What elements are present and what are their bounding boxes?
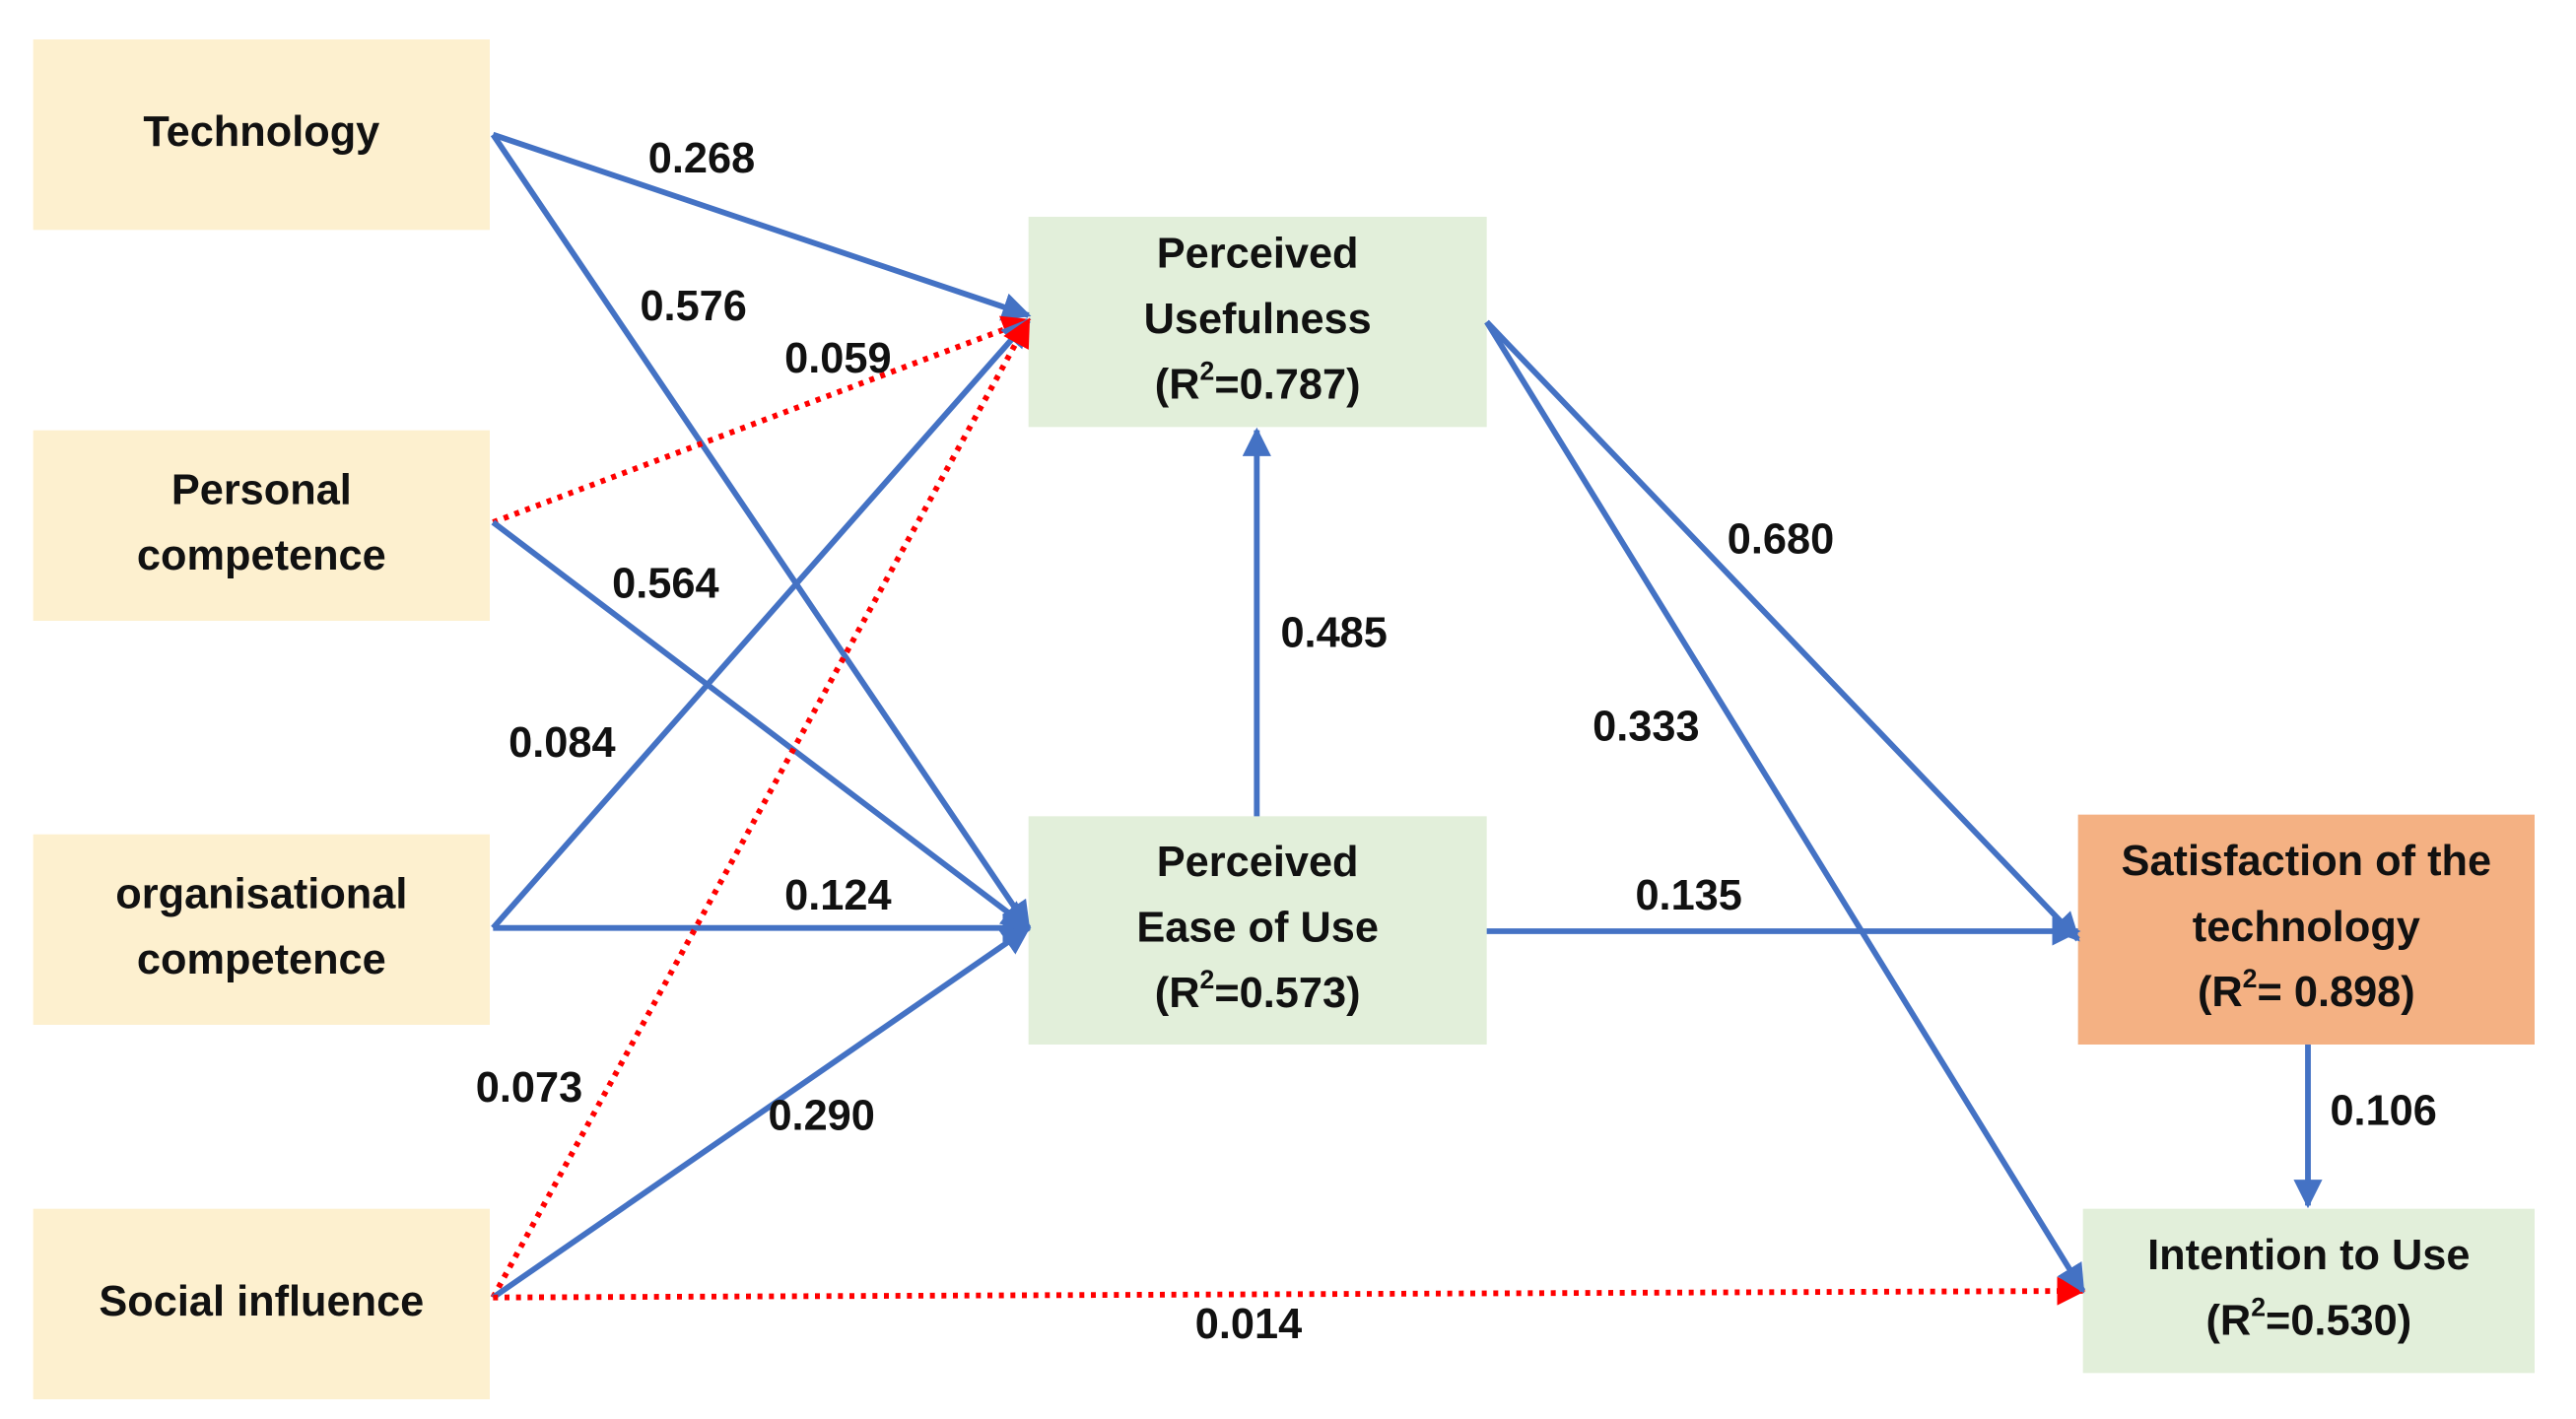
r-prefix: (R [2205,1298,2251,1345]
node-label: competence [137,532,386,579]
r-sup: 2 [1200,356,1215,385]
node-box [33,39,491,231]
node-label: Satisfaction of the [2122,838,2492,885]
node-box [33,430,491,621]
node-label: Technology [143,108,379,156]
path-coefficient: 0.106 [2330,1087,2436,1134]
path-coefficient: 0.268 [648,135,755,182]
path-coefficient: 0.135 [1635,872,1741,919]
r-suffix: =0.530) [2266,1298,2411,1345]
node-label: competence [137,936,386,983]
node-label: technology [2193,904,2420,951]
node-label: (R2=0.573) [1155,965,1361,1017]
node-label: Perceived [1157,230,1359,277]
path-coefficient: 0.290 [768,1092,874,1139]
path-coefficient: 0.084 [508,719,615,767]
r-sup: 2 [2243,964,2258,993]
path-coefficient: 0.059 [784,335,891,382]
node-label: Perceived [1157,839,1359,886]
path-coefficient: 0.124 [784,872,891,919]
node-label: Intention to Use [2147,1232,2470,1279]
node-box [2082,1208,2535,1374]
path-coefficient: 0.014 [1195,1301,1302,1348]
path-arrow [1484,319,2080,942]
node-label: organisational [115,870,407,917]
path-coefficient: 0.485 [1280,609,1387,656]
r-suffix: =0.787) [1214,362,1360,409]
node-label: (R2=0.787) [1155,356,1361,408]
r-prefix: (R [1155,970,1200,1017]
r-suffix: = 0.898) [2258,969,2415,1016]
node-label: Usefulness [1144,296,1372,343]
path-arrow [490,317,1032,1300]
path-arrow [491,317,1031,930]
node-box [1028,217,1487,428]
node-label: (R2= 0.898) [2198,964,2415,1016]
r-prefix: (R [1155,362,1200,409]
path-arrow [1484,320,2086,1294]
r-suffix: =0.573) [1214,970,1360,1017]
path-coefficient: 0.564 [612,560,718,607]
r-prefix: (R [2198,969,2243,1016]
path-arrow [491,925,1032,1301]
path-arrow [491,519,1031,930]
node-label: (R2=0.530) [2205,1292,2411,1344]
path-coefficient: 0.576 [640,283,746,330]
node-label: Personal [171,466,352,513]
path-coefficient: 0.680 [1728,515,1834,563]
node-label: Ease of Use [1136,905,1379,952]
node-label: Social influence [99,1278,424,1325]
r-sup: 2 [2251,1292,2266,1321]
node-box [1028,816,1487,1045]
node-box [2077,814,2535,1045]
node-box [33,1208,491,1399]
path-arrow [492,315,1032,525]
path-arrow [493,1276,2086,1306]
path-coefficient: 0.333 [1593,703,1699,750]
node-box [33,834,491,1025]
path-arrow [490,133,1032,931]
r-sup: 2 [1200,965,1215,994]
path-coefficient: 0.073 [476,1064,582,1112]
path-arrow [492,131,1032,321]
